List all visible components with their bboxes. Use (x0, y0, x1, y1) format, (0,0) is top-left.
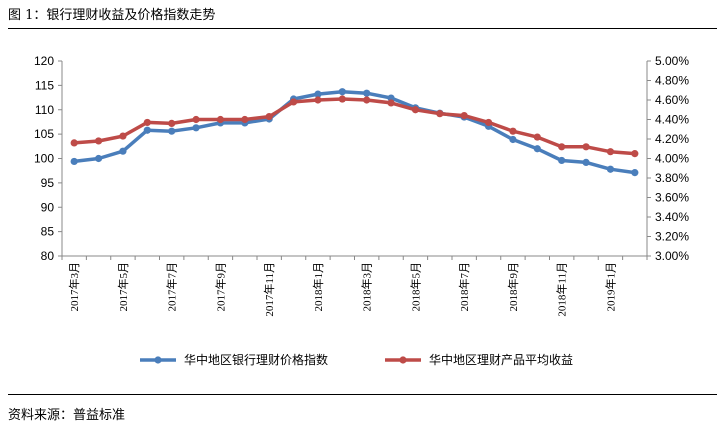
y-right-tick-label: 4.80% (655, 74, 689, 88)
series-2-point (70, 139, 78, 147)
series-line-2 (72, 97, 637, 156)
legend-swatch-marker (154, 356, 162, 364)
y-right-tick-label: 3.60% (655, 191, 689, 205)
series-1-point (314, 90, 322, 98)
source-note: 资料来源：普益标准 (8, 408, 126, 423)
y-right-tick-label: 4.60% (655, 93, 689, 107)
series-2-point (168, 119, 176, 127)
x-tick-label: 2018年11月 (555, 262, 569, 317)
series-2-point (216, 115, 225, 124)
x-tick-label: 2018年5月 (408, 262, 422, 312)
series-1-point (338, 88, 346, 96)
series-1-point (606, 165, 615, 173)
series-2-point (143, 118, 151, 127)
series-2-point (314, 96, 322, 104)
legend-label: 华中地区银行理财价格指数 (184, 352, 328, 367)
x-tick-label: 2019年1月 (603, 262, 617, 312)
series-2-point (265, 112, 273, 121)
y-left-tick-label: 90 (41, 200, 55, 214)
top-rule (8, 28, 717, 29)
legend-label: 华中地区理财产品平均收益 (429, 352, 573, 367)
y-right-tick-label: 4.40% (655, 113, 689, 127)
y-right-tick-label: 3.00% (655, 249, 689, 263)
y-left-tick-label: 85 (41, 225, 55, 239)
series-1-point (70, 157, 78, 166)
y-right-tick-label: 3.20% (655, 230, 689, 244)
series-1-point (192, 124, 200, 132)
series-2-point (338, 95, 346, 103)
x-tick-label: 2017年3月 (67, 262, 81, 312)
series-1-point (582, 158, 590, 166)
series-1-point (363, 89, 371, 97)
x-tick-label: 2018年3月 (360, 262, 374, 312)
series-2-point (241, 115, 249, 124)
y-left-tick-label: 110 (35, 103, 54, 117)
series-1-point (509, 135, 517, 144)
series-2-point (533, 133, 541, 141)
series-2-point (411, 106, 420, 114)
chart-legend: 华中地区银行理财价格指数 华中地区理财产品平均收益 (140, 352, 573, 367)
figure-title: 图 1：银行理财收益及价格指数走势 (8, 8, 216, 23)
y-right-tick-label: 5.00% (655, 54, 689, 68)
series-1-point (119, 147, 127, 155)
y-left-tick-label: 120 (34, 54, 54, 68)
legend-swatch-marker (399, 356, 407, 364)
series-line-1 (72, 89, 637, 175)
x-tick-label: 2018年1月 (311, 262, 325, 312)
y-left-tick-label: 80 (41, 249, 55, 263)
series-2-point (582, 143, 590, 151)
x-tick-label: 2018年7月 (457, 262, 471, 312)
series-2-point (94, 137, 103, 145)
series-1-point (558, 156, 566, 165)
series-2-point (289, 98, 298, 106)
series-2-point (387, 99, 395, 107)
series-2-point (363, 96, 371, 104)
y-left-tick-label: 115 (35, 78, 54, 92)
series-2-point (119, 132, 127, 140)
series-2-point (460, 112, 468, 120)
series-1-point (168, 127, 176, 135)
series-2-point (509, 127, 517, 135)
x-tick-label: 2017年9月 (213, 262, 227, 312)
series-1-point (631, 169, 639, 177)
series-1-point (533, 145, 541, 153)
bottom-rule (8, 394, 717, 395)
y-right-tick-label: 3.80% (655, 171, 689, 185)
series-2-point (631, 150, 639, 158)
series-2-point (484, 118, 493, 127)
series-2-point (192, 115, 200, 124)
x-tick-label: 2017年11月 (262, 262, 276, 317)
series-2-point (606, 148, 615, 156)
x-tick-label: 2017年7月 (165, 262, 179, 312)
series-1-point (143, 126, 151, 134)
chart-axes: 80 85 90 95 100 105 110 115 120 3.00% 3.20% 3.40% 3.… (34, 54, 689, 317)
chart-series (70, 88, 639, 177)
series-2-point (558, 143, 566, 151)
y-left-tick-label: 100 (34, 152, 54, 166)
y-right-tick-label: 4.00% (655, 152, 689, 166)
y-left-tick-label: 105 (34, 127, 54, 141)
series-1-point (94, 154, 103, 163)
x-tick-label: 2017年5月 (116, 262, 130, 312)
series-2-point (436, 110, 444, 118)
y-right-tick-label: 4.20% (655, 132, 689, 146)
y-left-tick-label: 95 (41, 176, 55, 190)
y-right-tick-label: 3.40% (655, 210, 689, 224)
x-tick-label: 2018年9月 (506, 262, 520, 312)
